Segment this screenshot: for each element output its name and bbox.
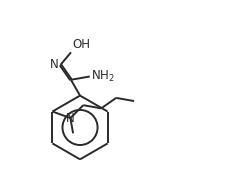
Text: OH: OH	[73, 38, 91, 51]
Text: N: N	[66, 112, 75, 125]
Text: N: N	[49, 58, 58, 71]
Text: NH$_2$: NH$_2$	[91, 69, 115, 84]
